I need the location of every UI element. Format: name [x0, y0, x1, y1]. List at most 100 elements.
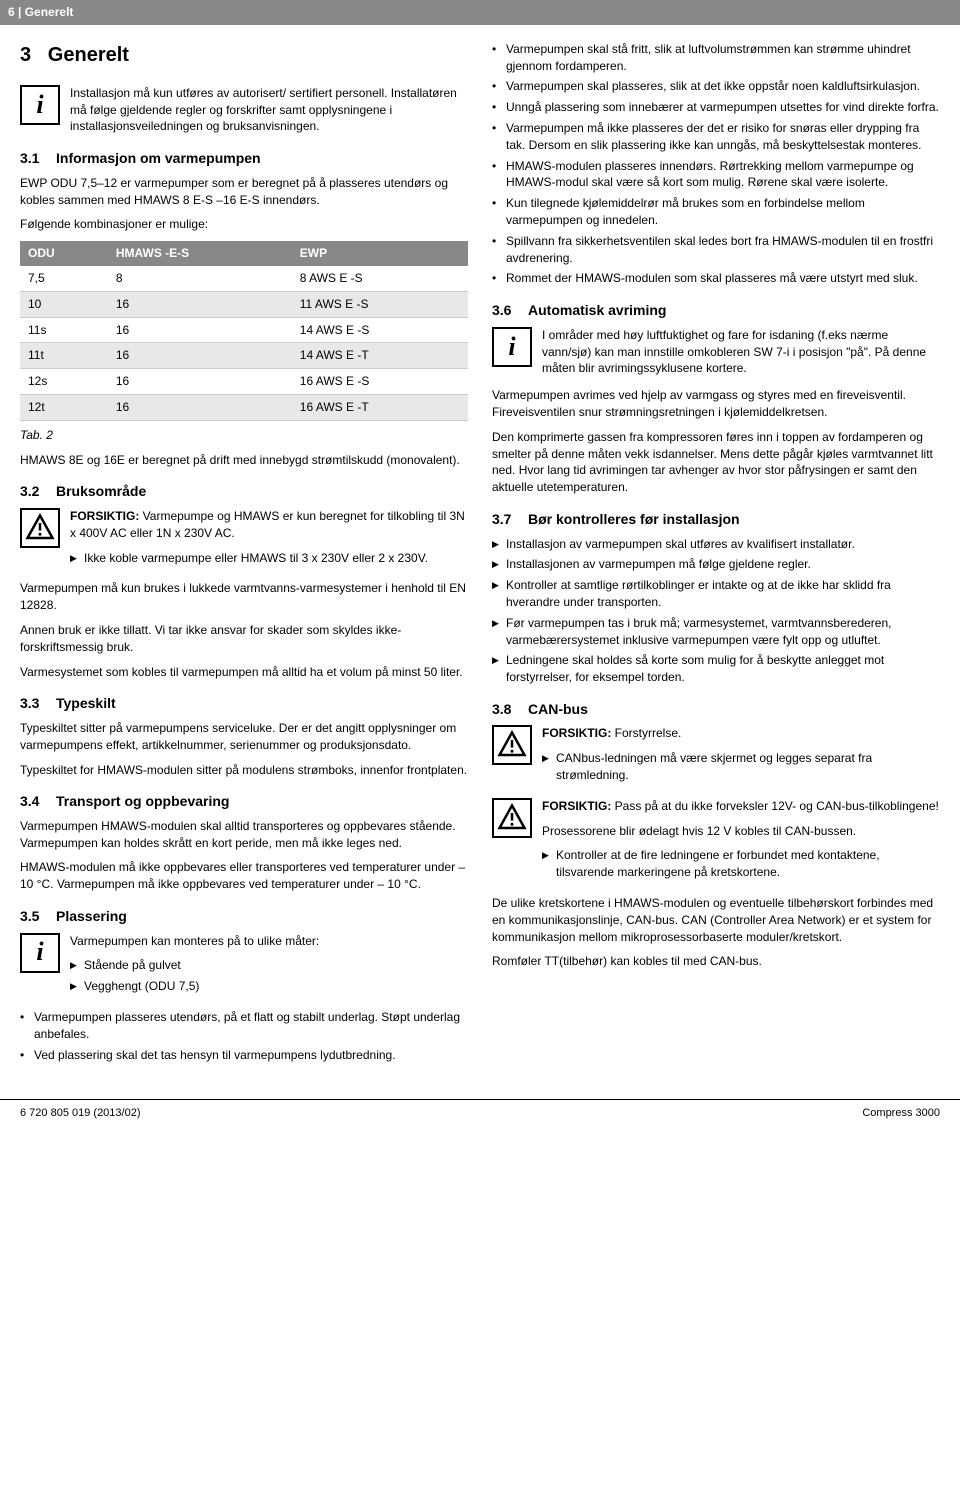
list-item: HMAWS-modulen plasseres innendørs. Rørtr… — [492, 158, 940, 192]
body-text: Typeskiltet sitter på varmepumpens servi… — [20, 720, 468, 754]
footer-left: 6 720 805 019 (2013/02) — [20, 1106, 141, 1121]
body-text: HMAWS 8E og 16E er beregnet på drift med… — [20, 452, 468, 469]
body-text: De ulike kretskortene i HMAWS-modulen og… — [492, 895, 940, 945]
list-item: Varmepumpen skal plasseres, slik at det … — [492, 78, 940, 95]
info-icon: i — [492, 327, 532, 367]
section-3-6-heading: 3.6Automatisk avriming — [492, 301, 940, 321]
body-text: HMAWS-modulen må ikke oppbevares eller t… — [20, 859, 468, 893]
page-title: 3 Generelt — [20, 41, 468, 69]
preinstall-list: Installasjon av varmepumpen skal utføres… — [492, 536, 940, 686]
section-3-4-heading: 3.4Transport og oppbevaring — [20, 792, 468, 812]
section-3-2-heading: 3.2Bruksområde — [20, 482, 468, 502]
page-header: 6 | Generelt — [0, 0, 960, 25]
table-row: 7,588 AWS E -S — [20, 266, 468, 291]
list-item: Før varmepumpen tas i bruk må; varmesyst… — [492, 615, 940, 649]
table-cell: 16 — [108, 291, 292, 317]
left-column: 3 Generelt i Installasjon må kun utføres… — [20, 41, 468, 1072]
section-3-1-heading: 3.1Informasjon om varmepumpen — [20, 149, 468, 169]
body-text: Varmepumpen HMAWS-modulen skal alltid tr… — [20, 818, 468, 852]
info-box-defrost: i I områder med høy luftfuktighet og far… — [492, 327, 940, 377]
placement-bullets: Varmepumpen skal stå fritt, slik at luft… — [492, 41, 940, 287]
list-item: Installasjon av varmepumpen skal utføres… — [492, 536, 940, 553]
col-header: HMAWS -E-S — [108, 241, 292, 266]
body-text: Romføler TT(tilbehør) kan kobles til med… — [492, 953, 940, 970]
section-3-3-heading: 3.3Typeskilt — [20, 694, 468, 714]
content: 3 Generelt i Installasjon må kun utføres… — [0, 25, 960, 1088]
list-item: Stående på gulvet — [70, 957, 468, 974]
body-text: Varmepumpen må kun brukes i lukkede varm… — [20, 580, 468, 614]
caution-text: Prosessorene blir ødelagt hvis 12 V kobl… — [542, 823, 940, 840]
body-text: Den komprimerte gassen fra kompressoren … — [492, 429, 940, 496]
body-text: Typeskiltet for HMAWS-modulen sitter på … — [20, 762, 468, 779]
table-cell: 16 — [108, 394, 292, 420]
table-row: 12s1616 AWS E -S — [20, 369, 468, 395]
table-cell: 12s — [20, 369, 108, 395]
table-cell: 16 — [108, 343, 292, 369]
table-cell: 8 — [108, 266, 292, 291]
table-cell: 11 AWS E -S — [292, 291, 468, 317]
col-header: ODU — [20, 241, 108, 266]
list-item: Spillvann fra sikkerhetsventilen skal le… — [492, 233, 940, 267]
footer-right: Compress 3000 — [862, 1106, 940, 1121]
body-text: Følgende kombinasjoner er mulige: — [20, 216, 468, 233]
table-cell: 14 AWS E -T — [292, 343, 468, 369]
table-row: 11t1614 AWS E -T — [20, 343, 468, 369]
caution-box-canbus-1: FORSIKTIG: Forstyrrelse. CANbus-ledninge… — [492, 725, 940, 787]
table-cell: 8 AWS E -S — [292, 266, 468, 291]
info-box-mounting: i Varmepumpen kan monteres på to ulike m… — [20, 933, 468, 999]
info-text: Varmepumpen kan monteres på to ulike måt… — [70, 933, 468, 950]
table-cell: 16 — [108, 369, 292, 395]
table-row: 101611 AWS E -S — [20, 291, 468, 317]
right-column: Varmepumpen skal stå fritt, slik at luft… — [492, 41, 940, 1072]
odu-table: ODU HMAWS -E-S EWP 7,588 AWS E -S101611 … — [20, 241, 468, 421]
page-footer: 6 720 805 019 (2013/02) Compress 3000 — [0, 1099, 960, 1133]
table-cell: 11s — [20, 317, 108, 343]
warning-icon — [492, 725, 532, 765]
info-text: I områder med høy luftfuktighet og fare … — [542, 327, 940, 377]
body-text: Varmesystemet som kobles til varmepumpen… — [20, 664, 468, 681]
warning-icon — [492, 798, 532, 838]
info-icon: i — [20, 85, 60, 125]
list-item: Installasjonen av varmepumpen må følge g… — [492, 556, 940, 573]
list-item: Unngå plassering som innebærer at varmep… — [492, 99, 940, 116]
info-icon: i — [20, 933, 60, 973]
caution-body: FORSIKTIG: Varmepumpe og HMAWS er kun be… — [70, 508, 468, 570]
list-item: Vegghengt (ODU 7,5) — [70, 978, 468, 995]
list-item: Kontroller at samtlige rørtilkoblinger e… — [492, 577, 940, 611]
table-cell: 14 AWS E -S — [292, 317, 468, 343]
col-header: EWP — [292, 241, 468, 266]
caution-item: CANbus-ledningen må være skjermet og leg… — [542, 750, 940, 784]
table-cell: 16 AWS E -S — [292, 369, 468, 395]
table-cell: 10 — [20, 291, 108, 317]
list-item: Varmepumpen skal stå fritt, slik at luft… — [492, 41, 940, 75]
table-cell: 7,5 — [20, 266, 108, 291]
info-box-intro: i Installasjon må kun utføres av autoris… — [20, 85, 468, 135]
body-text: EWP ODU 7,5–12 er varmepumper som er ber… — [20, 175, 468, 209]
section-3-5-heading: 3.5Plassering — [20, 907, 468, 927]
list-item: Ledningene skal holdes så korte som muli… — [492, 652, 940, 686]
caution-item: Kontroller at de fire ledningene er forb… — [542, 847, 940, 881]
page-number: 6 — [8, 5, 15, 19]
info-text: Installasjon må kun utføres av autoriser… — [70, 85, 468, 135]
caution-box-canbus-2: FORSIKTIG: Pass på at du ikke forveksler… — [492, 798, 940, 885]
list-item: Varmepumpen plasseres utendørs, på et fl… — [20, 1009, 468, 1043]
section-3-7-heading: 3.7Bør kontrolleres før installasjon — [492, 510, 940, 530]
body-text: Annen bruk er ikke tillatt. Vi tar ikke … — [20, 622, 468, 656]
list-item: Rommet der HMAWS-modulen som skal plasse… — [492, 270, 940, 287]
table-row: 12t1616 AWS E -T — [20, 394, 468, 420]
table-cell: 16 — [108, 317, 292, 343]
caution-item: Ikke koble varmepumpe eller HMAWS til 3 … — [70, 550, 468, 567]
body-text: Varmepumpen avrimes ved hjelp av varmgas… — [492, 387, 940, 421]
list-item: Ved plassering skal det tas hensyn til v… — [20, 1047, 468, 1064]
table-cell: 16 AWS E -T — [292, 394, 468, 420]
list-item: Kun tilegnede kjølemiddelrør må brukes s… — [492, 195, 940, 229]
caution-box: FORSIKTIG: Varmepumpe og HMAWS er kun be… — [20, 508, 468, 570]
table-cell: 12t — [20, 394, 108, 420]
warning-icon — [20, 508, 60, 548]
list-item: Varmepumpen må ikke plasseres der det er… — [492, 120, 940, 154]
section-3-8-heading: 3.8CAN-bus — [492, 700, 940, 720]
table-cell: 11t — [20, 343, 108, 369]
table-row: 11s1614 AWS E -S — [20, 317, 468, 343]
breadcrumb: Generelt — [25, 5, 74, 19]
table-caption: Tab. 2 — [20, 427, 468, 444]
